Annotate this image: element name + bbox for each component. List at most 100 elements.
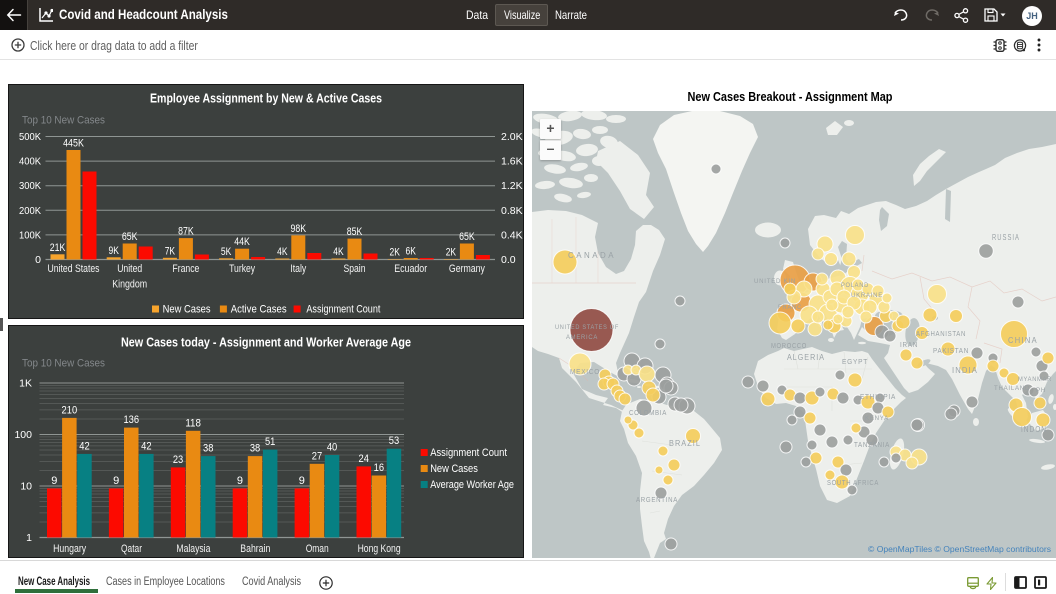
svg-text:300K: 300K [19,180,41,192]
svg-text:ARGENTINA: ARGENTINA [636,497,678,504]
svg-text:THAILAND: THAILAND [994,385,1030,392]
svg-text:Active Cases: Active Cases [231,304,287,316]
svg-text:500K: 500K [19,131,41,143]
svg-text:Turkey: Turkey [229,263,255,275]
svg-text:100K: 100K [19,229,41,241]
svg-text:10: 10 [20,481,32,493]
svg-text:CANADA: CANADA [568,251,616,260]
svg-text:9: 9 [51,475,57,487]
svg-text:1.6K: 1.6K [501,156,523,168]
svg-text:445K: 445K [63,138,84,150]
svg-text:COLOMBIA: COLOMBIA [629,410,667,417]
svg-text:38: 38 [250,443,260,455]
svg-text:9: 9 [299,475,305,487]
svg-text:51: 51 [265,436,275,448]
svg-text:Assignment Count: Assignment Count [306,304,380,316]
svg-text:Hong Kong: Hong Kong [358,543,401,555]
svg-text:KENYA: KENYA [865,415,889,422]
svg-text:© OpenMapTiles © OpenStreetM: © OpenMapTiles © OpenStreetMap contribut… [868,544,1051,554]
svg-text:44K: 44K [234,236,250,248]
svg-text:Employee Assignment by New & A: Employee Assignment by New & Active Case… [150,91,382,106]
svg-text:9K: 9K [109,245,120,257]
svg-text:87K: 87K [178,226,194,238]
svg-text:118: 118 [185,417,201,429]
svg-text:PAKISTAN: PAKISTAN [933,348,969,355]
svg-text:98K: 98K [291,223,307,235]
svg-text:2K: 2K [390,247,401,259]
svg-text:400K: 400K [19,156,41,168]
svg-text:UNITED STATES OF: UNITED STATES OF [555,324,619,331]
svg-text:UKRAINE: UKRAINE [851,292,883,299]
svg-text:42: 42 [79,440,89,452]
svg-text:0.8K: 0.8K [501,205,523,217]
svg-text:Germany: Germany [449,263,485,275]
svg-text:0: 0 [35,254,41,266]
svg-text:INDIA: INDIA [952,366,978,375]
svg-text:9: 9 [237,475,243,487]
svg-text:23: 23 [173,454,183,466]
svg-text:1K: 1K [19,378,32,390]
svg-text:136: 136 [123,414,139,426]
svg-text:200K: 200K [19,205,41,217]
svg-text:Ecuador: Ecuador [394,263,427,275]
svg-text:2K: 2K [446,247,457,259]
svg-text:Italy: Italy [290,263,306,275]
svg-text:2.0K: 2.0K [501,131,523,143]
svg-text:CHINA: CHINA [1008,335,1038,345]
svg-text:New Cases: New Cases [163,304,211,316]
svg-text:MOROCCO: MOROCCO [771,343,807,350]
svg-text:UNITED KIN: UNITED KIN [754,278,796,285]
svg-text:27: 27 [312,450,322,462]
svg-text:16: 16 [374,462,384,474]
svg-text:New Cases: New Cases [430,463,478,475]
svg-text:Qatar: Qatar [121,543,142,555]
svg-text:AFGHANISTAN: AFGHANISTAN [916,331,966,338]
svg-text:POLAND: POLAND [841,282,869,289]
svg-text:IRAN: IRAN [900,342,918,349]
svg-text:7K: 7K [165,245,176,257]
svg-text:New Cases Breakout - Assignmen: New Cases Breakout - Assignment Map [688,89,893,104]
svg-text:Bahrain: Bahrain [240,543,270,555]
svg-text:0.4K: 0.4K [501,229,523,241]
svg-text:Kingdom: Kingdom [112,279,147,291]
svg-text:9: 9 [113,475,119,487]
svg-text:SOUTH AFRICA: SOUTH AFRICA [827,480,879,487]
svg-text:Spain: Spain [344,263,366,275]
svg-text:1.2K: 1.2K [501,180,523,192]
svg-text:France: France [172,263,199,275]
svg-text:PH: PH [1036,387,1046,394]
svg-text:42: 42 [141,440,151,452]
svg-text:1: 1 [26,532,32,544]
svg-text:4K: 4K [333,246,344,258]
svg-text:United: United [117,263,142,275]
svg-text:40: 40 [327,441,337,453]
svg-text:Top 10 New Cases: Top 10 New Cases [22,358,105,370]
svg-text:53: 53 [389,435,399,447]
svg-text:Malaysia: Malaysia [176,543,211,555]
svg-text:Average Worker Age: Average Worker Age [430,479,514,491]
svg-text:INDON: INDON [1021,425,1047,434]
svg-text:ALGERIA: ALGERIA [787,352,825,362]
svg-text:65K: 65K [122,231,138,243]
svg-text:4K: 4K [277,246,288,258]
svg-text:6K: 6K [406,246,417,258]
svg-text:BRAZIL: BRAZIL [669,438,701,448]
svg-text:100: 100 [14,429,32,441]
svg-text:ETHIOPIA: ETHIOPIA [860,394,896,401]
svg-text:EGYPT: EGYPT [842,359,868,366]
svg-text:United States: United States [48,263,100,275]
svg-text:New Cases today - Assignment a: New Cases today - Assignment and Worker … [121,335,411,350]
svg-text:Oman: Oman [306,543,329,555]
svg-text:MYANMAR: MYANMAR [1018,376,1052,383]
svg-text:Assignment Count: Assignment Count [430,447,507,459]
svg-text:21K: 21K [50,242,66,254]
svg-text:RUSSIA: RUSSIA [992,232,1020,242]
svg-text:Hungary: Hungary [53,543,86,555]
svg-text:65K: 65K [459,231,475,243]
svg-text:0.0: 0.0 [501,254,516,266]
svg-text:85K: 85K [347,226,363,238]
svg-text:AMERICA: AMERICA [566,334,598,341]
svg-text:24: 24 [359,453,369,465]
svg-text:38: 38 [203,443,213,455]
svg-text:FRANC: FRANC [778,304,802,311]
